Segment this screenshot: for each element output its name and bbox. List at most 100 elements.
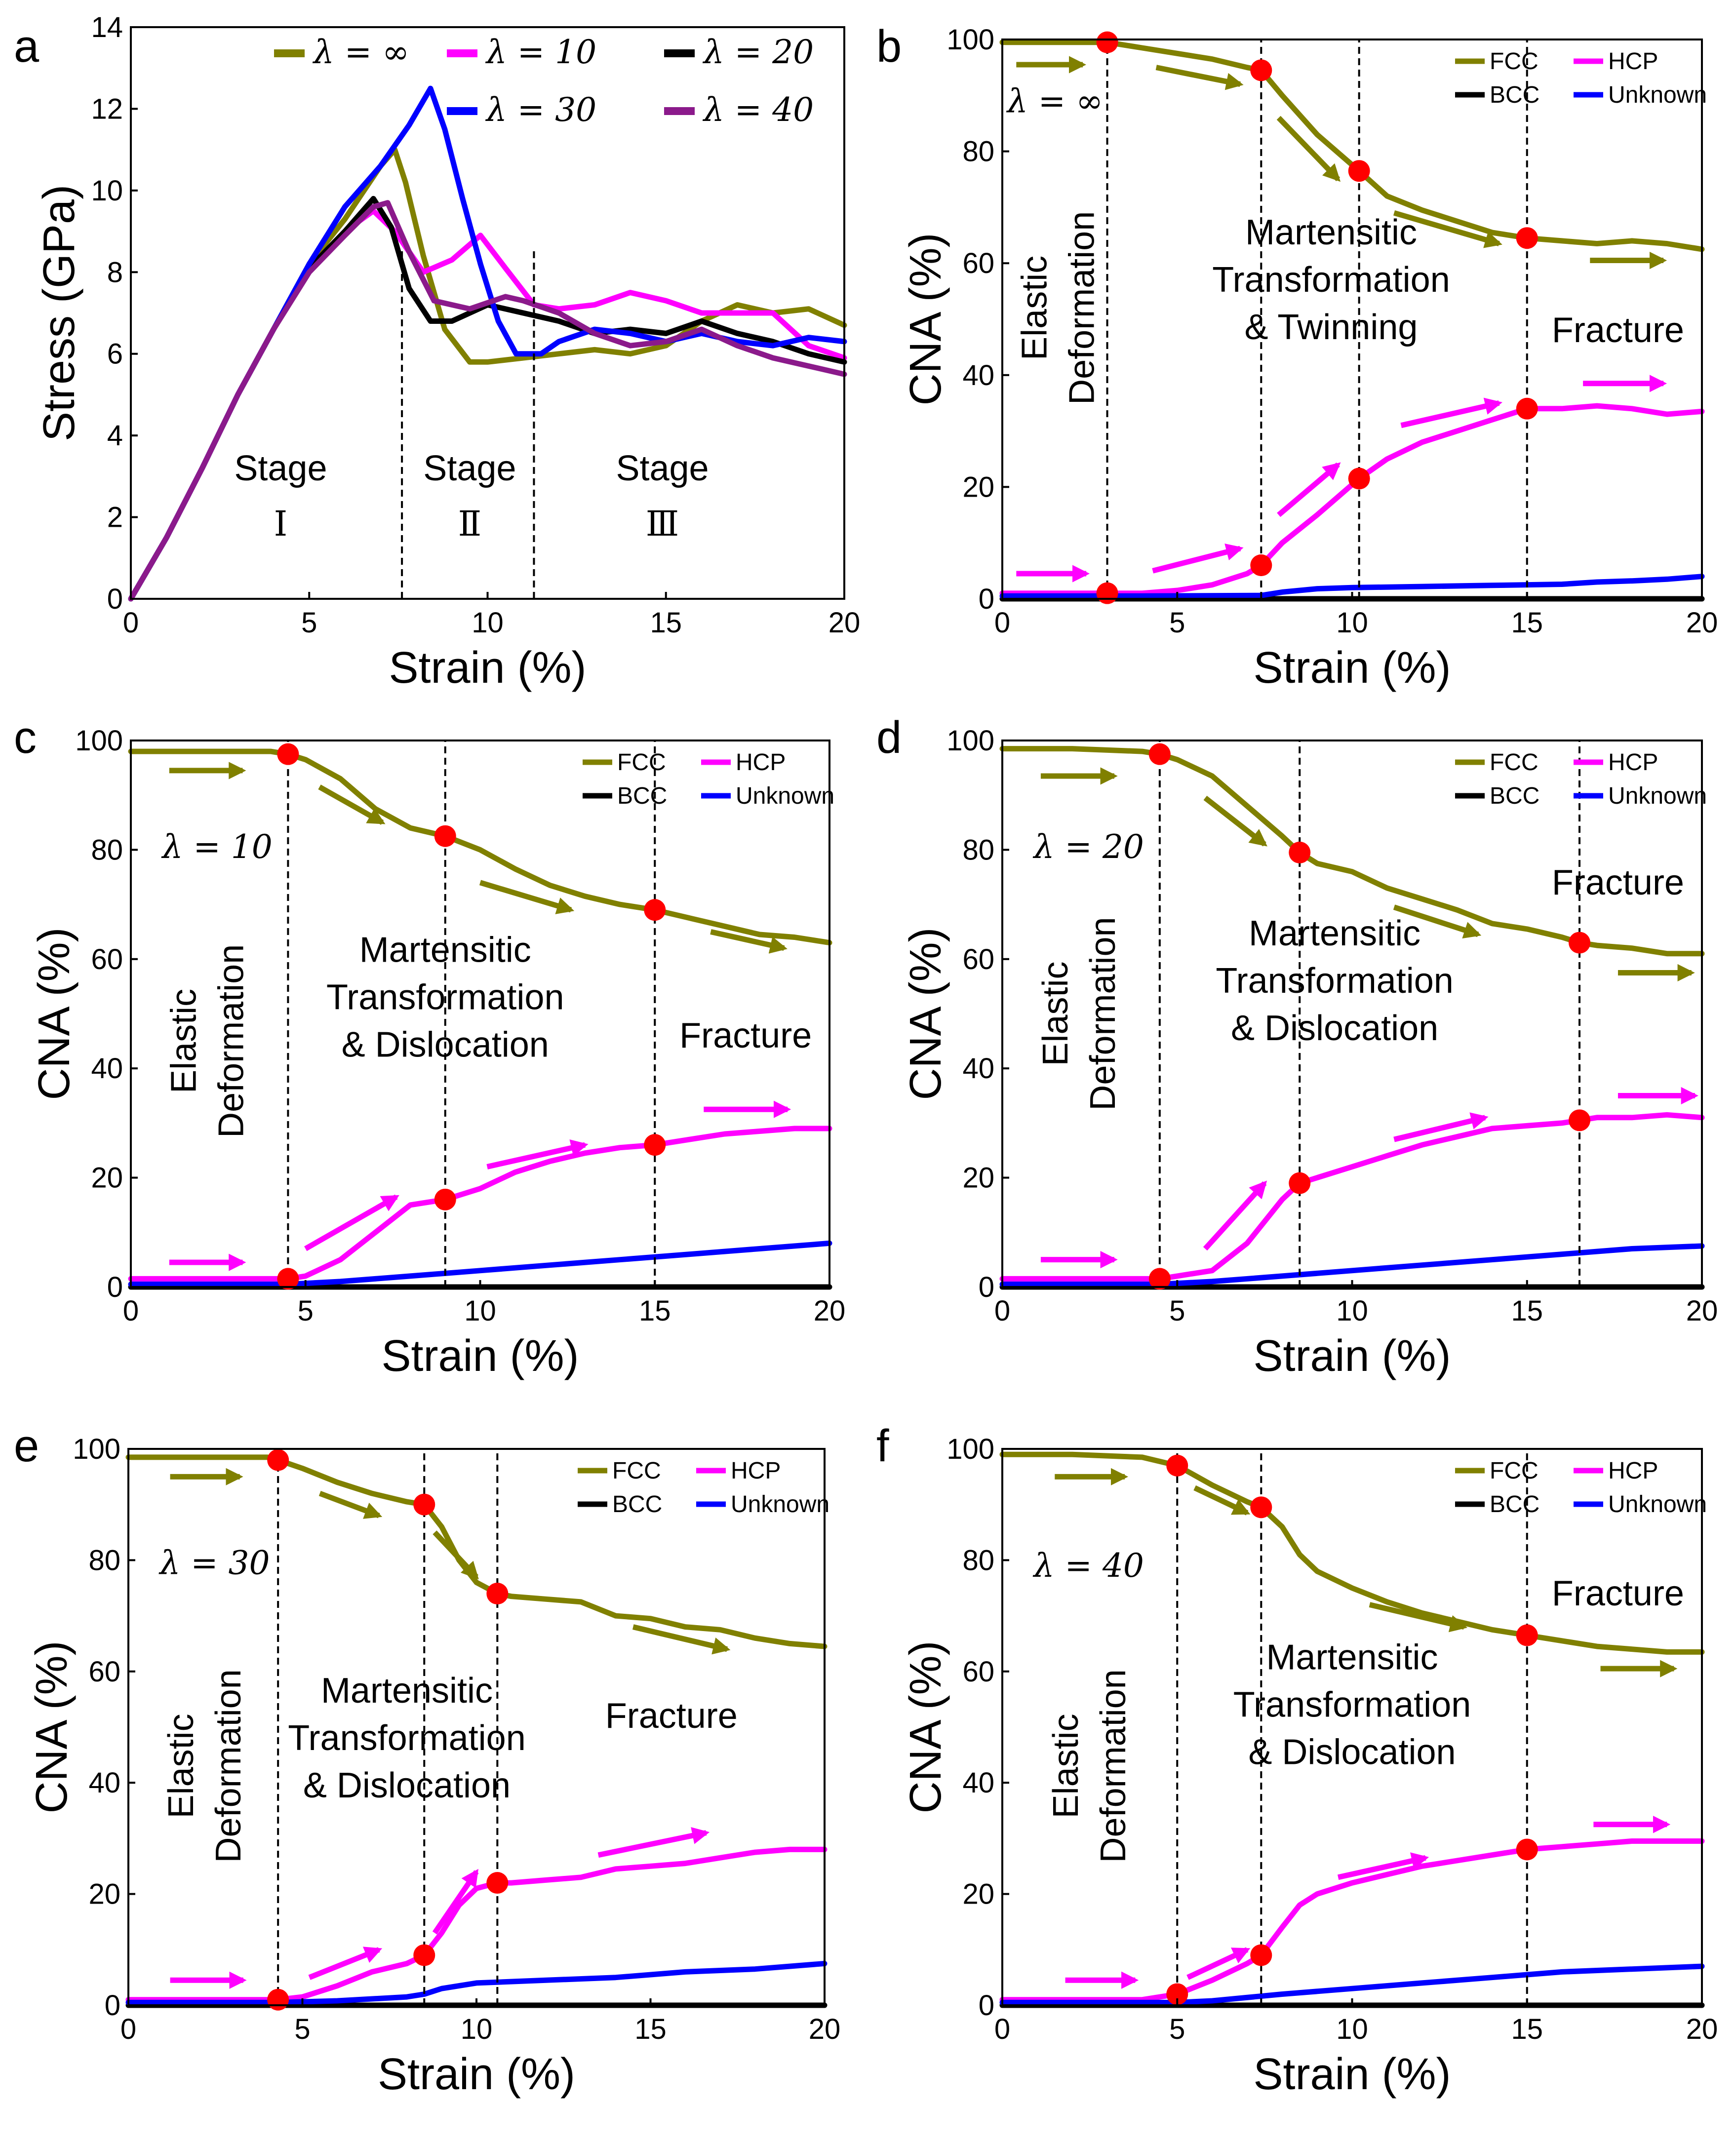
y-tick-label: 20 — [91, 1162, 123, 1194]
legend-label: FCC — [1490, 749, 1539, 776]
legend-label: Unknown — [731, 1491, 829, 1518]
annotation-line: & Dislocation — [1248, 1732, 1456, 1772]
legend-label: Unknown — [1608, 783, 1707, 809]
legend-label: FCC — [617, 749, 666, 776]
x-tick-label: 15 — [1511, 2013, 1543, 2045]
x-tick-label: 10 — [472, 607, 504, 639]
annotation-line: & Dislocation — [1231, 1009, 1438, 1048]
y-tick-label: 0 — [979, 583, 994, 615]
stage-roman-numeral: Ⅲ — [646, 504, 679, 544]
transition-marker — [1250, 1944, 1272, 1966]
x-tick-label: 5 — [1169, 2013, 1185, 2045]
y-tick-label: 20 — [962, 471, 994, 503]
panel-a: a 0 5 10 15 20 0 2 4 6 8 10 12 14 Strain (%) Stress (GP… — [14, 11, 860, 693]
legend-label: BCC — [1490, 82, 1539, 108]
x-tick-label: 10 — [1336, 1295, 1368, 1327]
transition-marker — [1348, 160, 1370, 182]
y-tick-label: 0 — [105, 1989, 120, 2022]
y-tick-label: 40 — [962, 1767, 994, 1799]
transition-marker — [1096, 31, 1118, 53]
trend-arrow — [1393, 904, 1482, 939]
annotation-line: Elastic — [164, 989, 204, 1093]
transition-marker — [1348, 467, 1370, 490]
y-tick-label: 12 — [91, 93, 123, 125]
y-tick-label: 60 — [962, 1656, 994, 1688]
y-tick-label: 8 — [107, 256, 123, 288]
legend-label: Unknown — [736, 783, 834, 809]
legend-label: HCP — [731, 1458, 781, 1484]
panel-letter: e — [14, 1421, 39, 1471]
trend-arrow — [304, 1194, 399, 1251]
annotation-line: Fracture — [679, 1016, 812, 1055]
legend-label: λ = 40 — [702, 91, 814, 129]
lambda-label: λ = 10 — [161, 828, 273, 866]
y-tick-label: 60 — [962, 943, 994, 975]
y-tick-label: 60 — [91, 943, 123, 975]
annotation-rotated: Elastic Deformation — [1046, 1669, 1133, 1863]
trend-arrow — [308, 1947, 383, 1980]
x-tick-label: 10 — [1336, 2013, 1368, 2045]
trend-arrow — [1369, 1602, 1468, 1633]
series-line-unknown — [999, 1243, 1705, 1287]
series-line-unknown — [999, 1963, 1705, 2005]
y-tick-label: 14 — [91, 11, 123, 43]
y-tick-label: 0 — [107, 583, 123, 615]
transition-marker — [267, 1449, 289, 1471]
legend-label: Unknown — [1608, 1491, 1707, 1518]
transition-marker — [267, 1988, 289, 2011]
y-tick-label: 100 — [73, 1433, 120, 1465]
annotation-line: & Dislocation — [342, 1025, 549, 1064]
transition-marker — [277, 1268, 299, 1290]
annotation-line: Martensitic — [321, 1671, 493, 1711]
x-tick-label: 15 — [1511, 607, 1543, 639]
trend-arrow — [597, 1827, 710, 1858]
transition-marker — [413, 1944, 435, 1966]
transition-marker — [1516, 227, 1538, 249]
trend-arrow — [1203, 795, 1267, 847]
transition-marker — [277, 743, 299, 765]
lambda-label: λ = ∞ — [1006, 82, 1103, 120]
annotation-line: Transformation — [1212, 260, 1450, 300]
legend-label: Unknown — [1608, 82, 1707, 108]
x-axis-label: Strain (%) — [1253, 1331, 1451, 1381]
transition-marker — [1250, 59, 1272, 81]
transition-marker — [434, 825, 456, 847]
annotation-rotated: Elastic Deformation — [164, 944, 251, 1138]
y-axis-label: CNA (%) — [901, 1640, 950, 1813]
panel-letter: b — [876, 21, 902, 72]
series-line-unknown — [125, 1961, 828, 2005]
panel-letter: c — [14, 712, 37, 763]
x-tick-label: 15 — [1511, 1295, 1543, 1327]
legend-label: λ = ∞ — [312, 33, 409, 71]
trend-arrow — [710, 929, 788, 954]
annotation-line: Elastic — [1046, 1714, 1086, 1818]
x-axis-label: Strain (%) — [378, 2050, 575, 2099]
y-tick-label: 0 — [979, 1989, 994, 2022]
y-tick-label: 80 — [962, 136, 994, 168]
stage-label: Stage — [234, 449, 327, 488]
x-tick-label: 0 — [120, 2013, 136, 2045]
trend-arrow — [1393, 1112, 1489, 1142]
annotation-rotated: Elastic Deformation — [1036, 917, 1123, 1110]
y-tick-label: 40 — [962, 359, 994, 391]
y-tick-label: 80 — [962, 834, 994, 866]
series-line-fcc — [999, 1451, 1705, 1655]
transition-marker — [1516, 1624, 1538, 1646]
legend-label: λ = 10 — [485, 33, 596, 71]
x-tick-label: 15 — [634, 2013, 667, 2045]
panel-c: c 0 5 10 15 20 0 20 40 60 80 100 Strain (%) CNA (%) FC… — [14, 712, 845, 1381]
lambda-label: λ = 20 — [1032, 828, 1144, 866]
y-tick-label: 100 — [947, 24, 994, 56]
legend-label: BCC — [1490, 783, 1539, 809]
transition-marker — [486, 1872, 509, 1894]
x-axis-label: Strain (%) — [389, 643, 586, 693]
legend-label: HCP — [1608, 48, 1658, 75]
annotation-line: Elastic — [1015, 256, 1054, 360]
trend-arrow — [1152, 543, 1244, 574]
trend-arrow — [1276, 116, 1341, 182]
lambda-label: λ = 30 — [158, 1544, 270, 1582]
transition-marker — [1166, 1983, 1188, 2005]
trend-arrow — [1193, 1485, 1251, 1516]
x-tick-label: 5 — [298, 1295, 314, 1327]
